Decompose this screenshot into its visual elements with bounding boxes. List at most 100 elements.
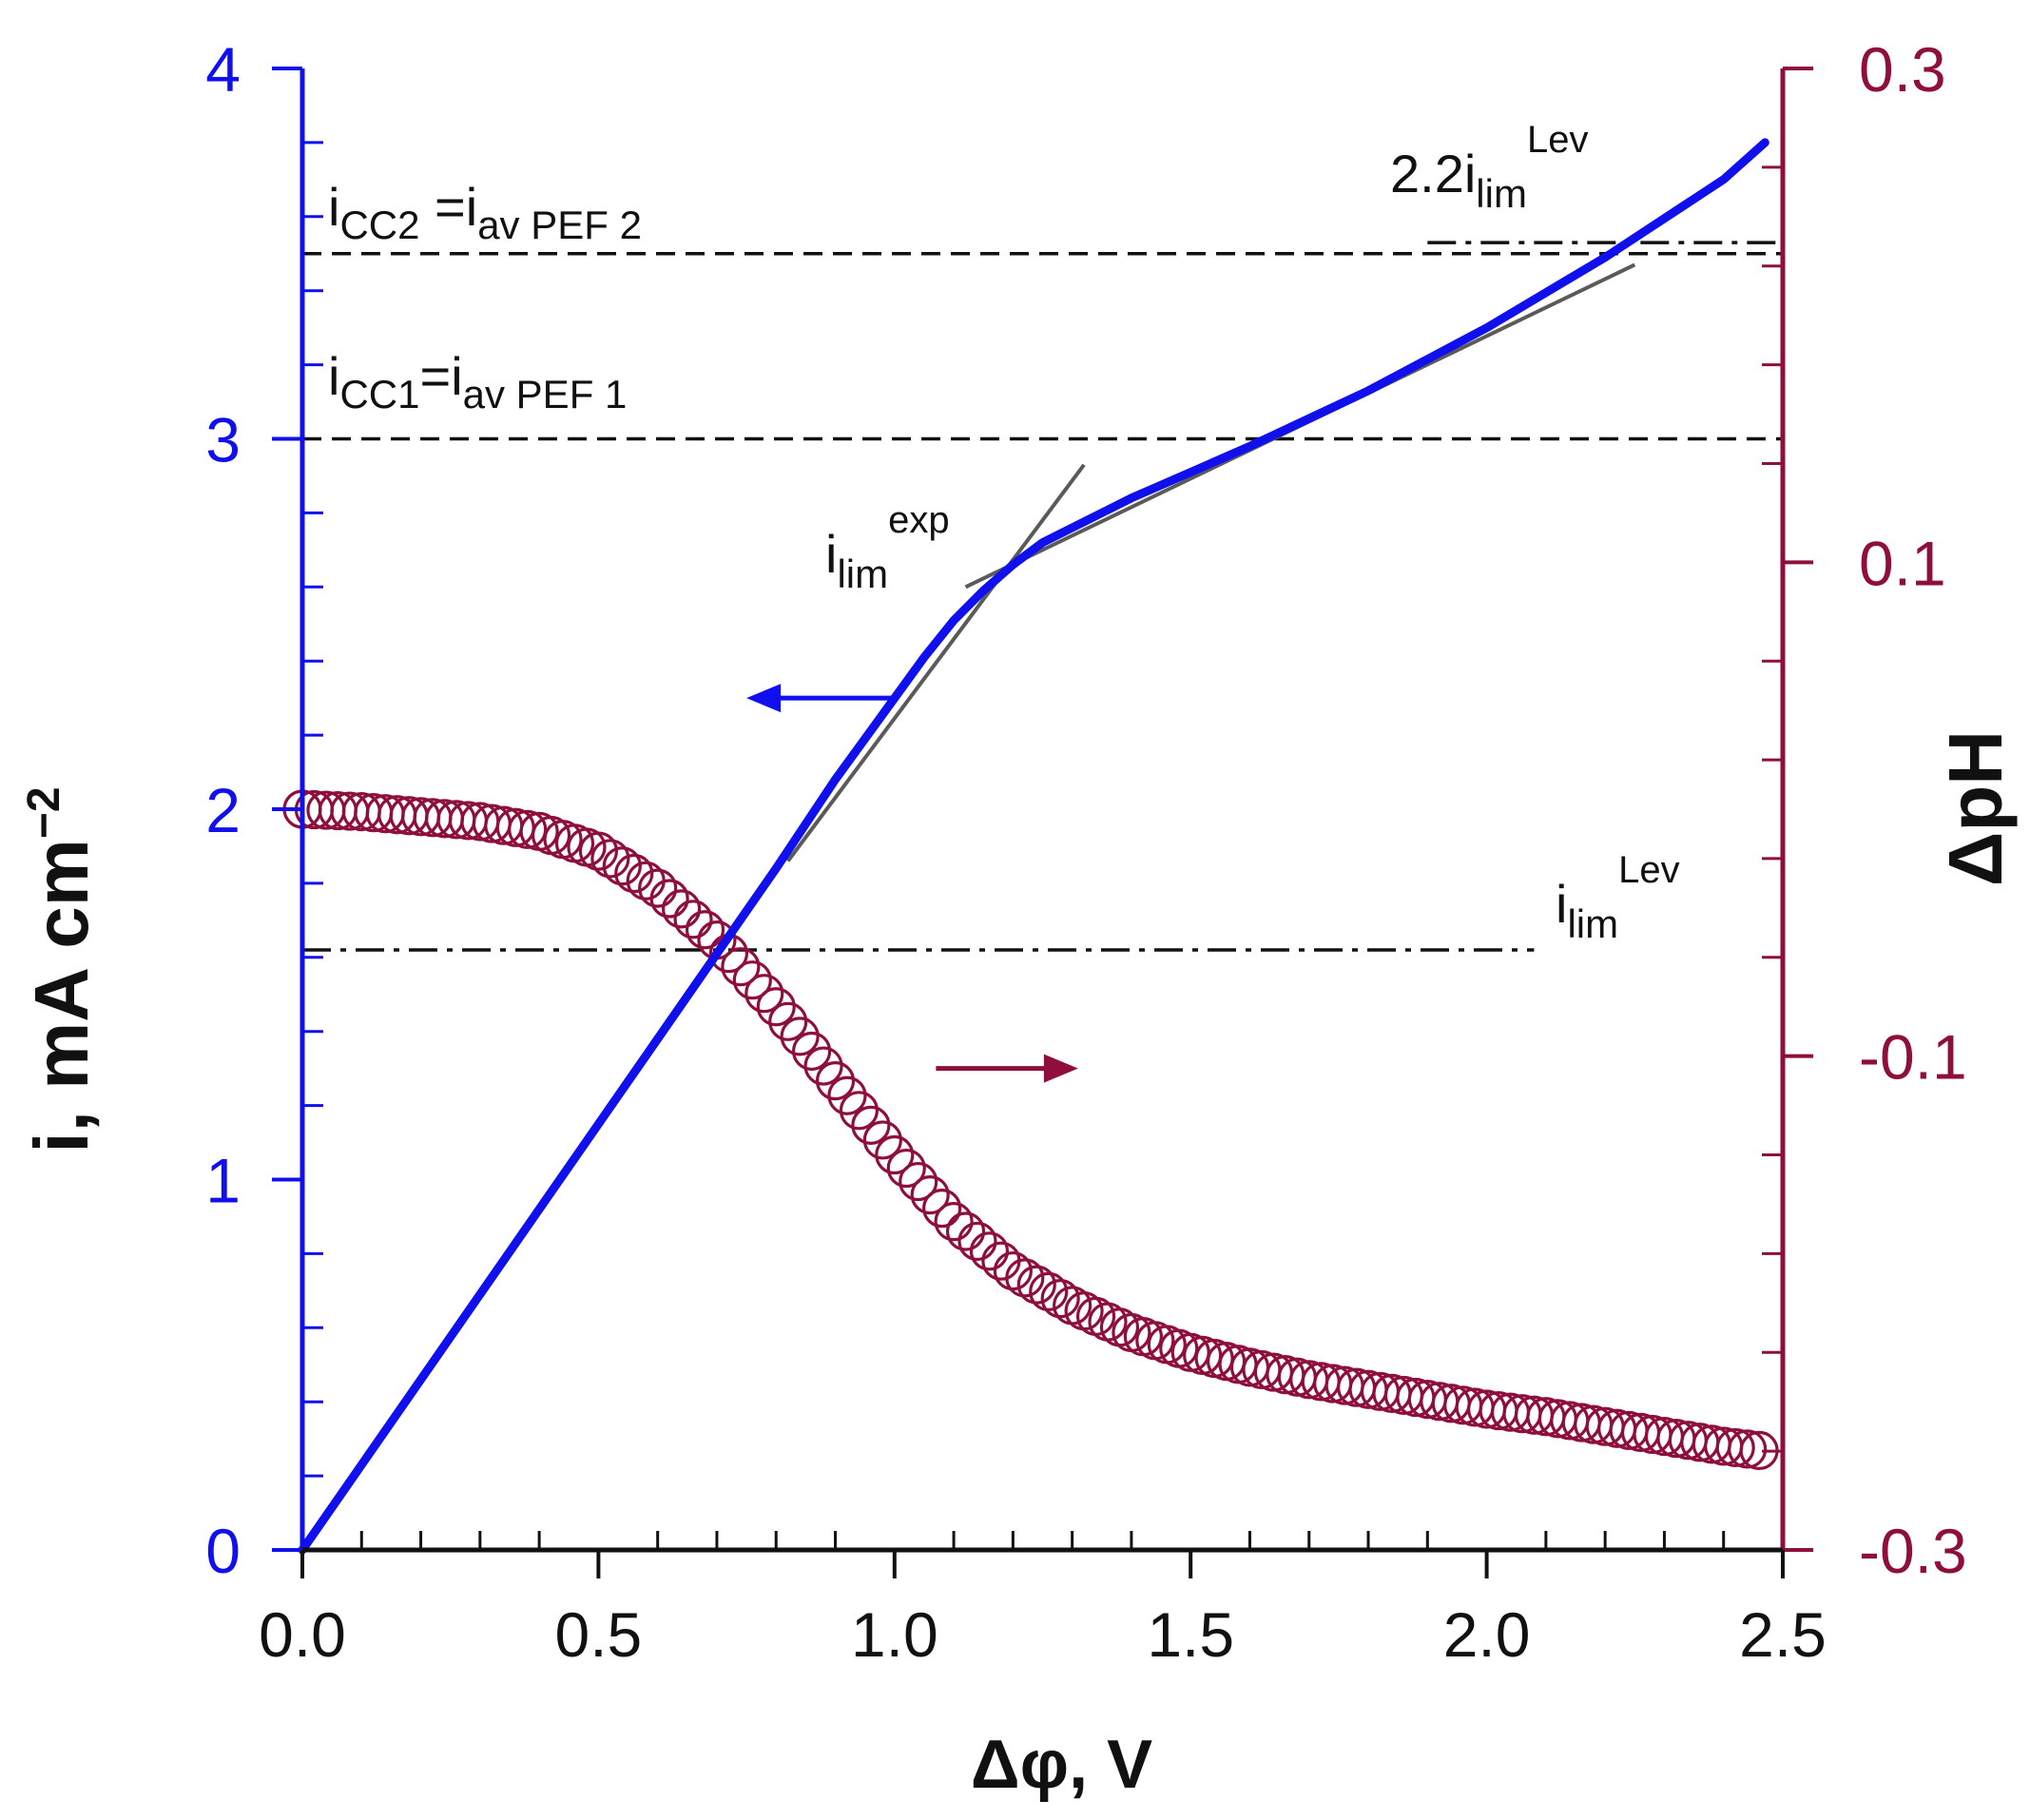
axes-layer — [272, 67, 1813, 1578]
ph-marker — [886, 1148, 926, 1189]
two-ilim-lev-label-sub: lim — [1476, 171, 1527, 216]
icc2-label: iCC2 =iav PEF 2 — [328, 177, 642, 247]
icc2-label-b-sub: av PEF 2 — [477, 203, 642, 247]
left-axis-title-main: i, mA cm — [19, 839, 104, 1152]
ph-marker — [875, 1134, 915, 1175]
ph-marker — [851, 1105, 891, 1145]
two-ilim-lev-label-base: 2.2i — [1390, 144, 1476, 203]
tangent-lines-layer — [786, 262, 1636, 862]
left-tick-label: 2 — [205, 775, 241, 845]
ph-marker — [1005, 1258, 1045, 1298]
ilim-lev-label: ilimLev — [1556, 849, 1680, 946]
left-tick-label: 0 — [205, 1516, 241, 1586]
current-series-line — [298, 138, 1769, 1555]
right-tick-label: -0.3 — [1859, 1516, 1967, 1586]
x-tick-label: 2.5 — [1739, 1599, 1827, 1670]
left-tick-label: 4 — [205, 34, 241, 105]
ph-marker — [934, 1202, 974, 1242]
ph-marker — [602, 846, 642, 886]
ilim-exp-label-base: i — [825, 524, 837, 584]
ilim-exp-label-sub: lim — [837, 552, 888, 596]
x-axis-title: Δφ, V — [971, 1727, 1152, 1803]
icc1-label-b-sub: av PEF 1 — [463, 372, 628, 416]
ph-marker — [827, 1075, 867, 1115]
series-layer — [282, 138, 1779, 1555]
ph-marker — [1170, 1332, 1210, 1372]
ph-marker — [1728, 1429, 1768, 1469]
ph-marker — [993, 1250, 1033, 1291]
right-tick-label: 0.3 — [1859, 34, 1946, 105]
ph-marker — [673, 900, 713, 939]
ph-marker — [922, 1189, 962, 1229]
left-tick-label: 1 — [205, 1146, 241, 1216]
icc1-label-b: =i — [419, 346, 462, 406]
arrow-current — [746, 684, 895, 713]
ph-marker — [839, 1091, 880, 1131]
arrow-head — [746, 684, 782, 713]
ph-marker — [744, 974, 784, 1014]
ph-marker — [945, 1211, 986, 1251]
icc2-label-a: i — [328, 177, 339, 237]
ph-marker — [981, 1241, 1021, 1281]
ph-marker — [803, 1046, 843, 1086]
left-axis-title-sup: −2 — [19, 786, 69, 839]
two-ilim-lev-label: 2.2ilimLev — [1390, 119, 1588, 216]
ph-marker — [910, 1174, 950, 1215]
right-tick-label: 0.1 — [1859, 528, 1946, 598]
ph-marker — [590, 839, 630, 879]
x-tick-label: 2.0 — [1443, 1599, 1531, 1670]
ilim-exp-label-sup: exp — [888, 499, 950, 541]
ph-marker — [661, 889, 702, 929]
ilim-lev-label-base: i — [1556, 874, 1567, 934]
x-tick-label: 0.0 — [259, 1599, 346, 1670]
ph-marker — [815, 1061, 856, 1101]
ph-marker — [685, 910, 725, 950]
ph-marker — [756, 987, 796, 1027]
x-tick-label: 0.5 — [555, 1599, 643, 1670]
ilim-exp-label: ilimexp — [825, 499, 950, 596]
ph-marker — [732, 960, 772, 1000]
ph-marker — [508, 809, 548, 849]
icc1-label-a-sub: CC1 — [339, 372, 419, 416]
left-axis-title: i, mA cm−2 — [19, 786, 104, 1152]
tangent-line-1 — [786, 463, 1086, 862]
ph-marker — [614, 853, 654, 894]
ph-series — [282, 789, 1779, 1470]
ph-marker — [721, 947, 761, 987]
ph-marker — [969, 1231, 1010, 1271]
arrow-head — [1043, 1054, 1078, 1083]
ph-marker — [1040, 1279, 1080, 1319]
icc2-label-a-sub: CC2 — [339, 203, 419, 247]
right-axis-title: ΔpH — [1933, 730, 2018, 886]
ph-marker — [1206, 1342, 1247, 1382]
ilim-lev-label-sub: lim — [1567, 901, 1618, 946]
left-tick-label: 3 — [205, 405, 241, 475]
ilim-lev-label-sup: Lev — [1618, 849, 1680, 891]
ph-marker — [1218, 1345, 1258, 1384]
ph-marker — [1183, 1335, 1223, 1375]
ph-marker — [1029, 1271, 1069, 1311]
ph-marker — [1016, 1265, 1056, 1305]
ph-marker — [792, 1031, 832, 1072]
ph-marker — [768, 1001, 808, 1041]
reference-lines-layer — [302, 241, 1783, 952]
two-ilim-lev-label-sup: Lev — [1527, 119, 1589, 161]
ph-marker — [1715, 1427, 1755, 1468]
ph-marker — [899, 1161, 938, 1202]
ph-marker — [862, 1120, 902, 1160]
ph-marker — [957, 1221, 997, 1262]
icc1-label-a: i — [328, 346, 339, 406]
labels-layer: 0 1 2 3 4 -0.3 -0.1 0.1 0.3 0.0 0.5 1.0 1.5 2.0 2.5 Δφ,… — [19, 34, 2018, 1803]
ph-marker — [1194, 1338, 1234, 1379]
ph-marker — [638, 868, 678, 908]
ph-marker — [780, 1016, 820, 1056]
icc2-label-b: =i — [419, 177, 477, 237]
ph-marker — [649, 879, 689, 919]
icc1-label: iCC1=iav PEF 1 — [328, 346, 627, 416]
ph-marker — [578, 831, 619, 871]
x-tick-label: 1.0 — [851, 1599, 938, 1670]
right-tick-label: -0.1 — [1859, 1022, 1967, 1093]
arrow-ph — [936, 1054, 1078, 1083]
x-tick-label: 1.5 — [1147, 1599, 1234, 1670]
